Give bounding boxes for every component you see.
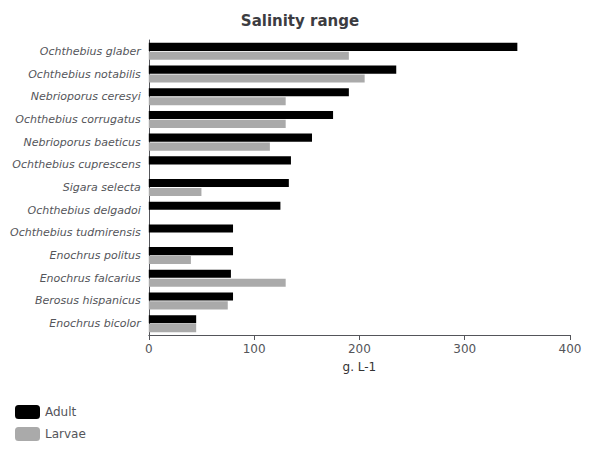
svg-text:Ochthebius cuprescens: Ochthebius cuprescens	[12, 158, 141, 171]
svg-text:Ochthebius delgadoi: Ochthebius delgadoi	[28, 204, 141, 217]
svg-text:Nebrioporus baeticus: Nebrioporus baeticus	[23, 136, 141, 149]
svg-text:Enochrus bicolor: Enochrus bicolor	[49, 317, 142, 330]
svg-text:400: 400	[559, 342, 582, 356]
svg-text:Ochthebius notabilis: Ochthebius notabilis	[28, 68, 141, 81]
svg-text:Nebrioporus ceresyi: Nebrioporus ceresyi	[31, 90, 141, 103]
svg-text:Ochthebius tudmirensis: Ochthebius tudmirensis	[10, 226, 141, 239]
svg-text:200: 200	[348, 342, 371, 356]
svg-text:100: 100	[243, 342, 266, 356]
svg-text:300: 300	[453, 342, 476, 356]
svg-text:Larvae: Larvae	[45, 427, 86, 441]
svg-text:Ochthebius glaber: Ochthebius glaber	[40, 45, 142, 58]
svg-text:Enochrus falcarius: Enochrus falcarius	[40, 272, 141, 285]
svg-text:Enochrus politus: Enochrus politus	[50, 249, 142, 262]
svg-text:g. L-1: g. L-1	[343, 360, 377, 374]
svg-text:Adult: Adult	[45, 405, 77, 419]
svg-text:Berosus hispanicus: Berosus hispanicus	[35, 294, 141, 307]
svg-text:Salinity range: Salinity range	[241, 12, 359, 30]
svg-text:Sigara selecta: Sigara selecta	[63, 181, 141, 194]
svg-text:0: 0	[145, 342, 153, 356]
svg-text:Ochthebius corrugatus: Ochthebius corrugatus	[15, 113, 141, 126]
